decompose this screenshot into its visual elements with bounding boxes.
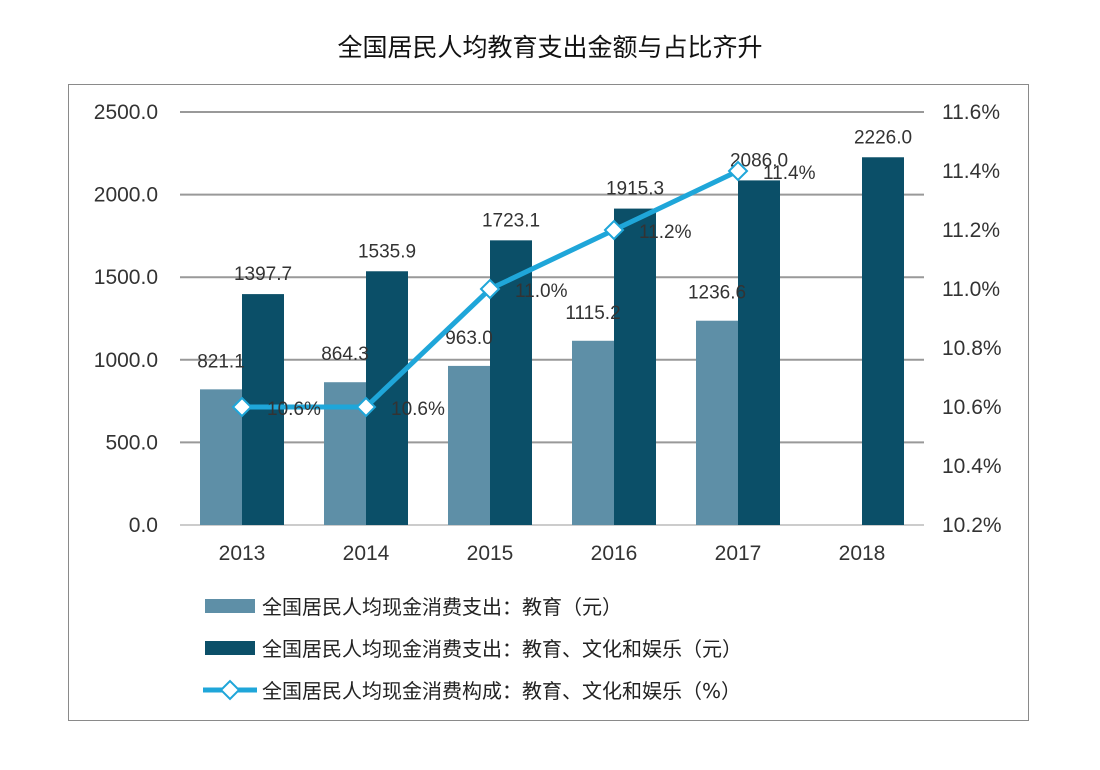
- legend-label: 全国居民人均现金消费构成：教育、文化和娱乐（%）: [262, 679, 741, 703]
- data-label: 963.0: [445, 328, 493, 349]
- data-label: 2226.0: [854, 127, 912, 148]
- chart-title: 全国居民人均教育支出金额与占比齐升: [337, 33, 763, 62]
- x-tick: 2015: [467, 542, 514, 565]
- data-label: 2086.0: [730, 150, 788, 171]
- y-right-tick: 11.0%: [942, 278, 1000, 301]
- bar-2: [614, 208, 656, 525]
- x-tick: 2017: [715, 542, 762, 565]
- bar-1: [200, 389, 242, 525]
- x-tick: 2016: [591, 542, 638, 565]
- x-tick: 2013: [219, 542, 266, 565]
- y-left-tick: 2000.0: [94, 184, 158, 207]
- data-label: 11.4%: [763, 163, 816, 184]
- y-right-tick: 11.2%: [942, 219, 1000, 242]
- y-right-tick: 10.6%: [942, 396, 1002, 419]
- line-marker: [355, 396, 377, 418]
- data-label: 821.1: [197, 351, 245, 372]
- legend-label: 全国居民人均现金消费支出：教育、文化和娱乐（元）: [262, 637, 742, 661]
- y-left-tick: 0.0: [129, 514, 158, 537]
- legend-swatch: [205, 641, 255, 655]
- data-label: 1915.3: [606, 179, 664, 200]
- line-marker: [231, 396, 253, 418]
- y-left-tick: 2500.0: [94, 101, 158, 124]
- bar-1: [572, 340, 614, 525]
- data-label: 1535.9: [358, 241, 416, 262]
- y-right-tick: 11.6%: [942, 101, 1000, 124]
- legend-label: 全国居民人均现金消费支出：教育（元）: [262, 595, 622, 619]
- y-left-tick: 1000.0: [94, 349, 158, 372]
- data-label: 11.2%: [639, 222, 692, 243]
- data-label: 1397.7: [234, 264, 292, 285]
- data-label: 1236.6: [688, 283, 746, 304]
- data-label: 11.0%: [515, 281, 568, 302]
- data-label: 10.6%: [391, 399, 445, 420]
- data-label: 864.3: [321, 344, 369, 365]
- y-right-tick: 11.4%: [942, 160, 1000, 183]
- data-label: 1723.1: [482, 210, 540, 231]
- line-marker: [603, 219, 625, 241]
- legend-marker-icon: [219, 679, 241, 701]
- bar-1: [448, 365, 490, 525]
- y-right-tick: 10.4%: [942, 455, 1002, 478]
- data-label: 10.6%: [267, 399, 321, 420]
- y-left-tick: 500.0: [105, 431, 158, 454]
- bar-1: [696, 320, 738, 525]
- legend-swatch: [205, 599, 255, 613]
- chart-frame: [68, 84, 1029, 721]
- bar-2: [862, 157, 904, 525]
- y-right-tick: 10.8%: [942, 337, 1002, 360]
- x-tick: 2014: [343, 542, 390, 565]
- y-left-tick: 1500.0: [94, 266, 158, 289]
- y-right-tick: 10.2%: [942, 514, 1002, 537]
- line-marker: [727, 160, 749, 182]
- bar-2: [738, 180, 780, 525]
- x-tick: 2018: [839, 542, 886, 565]
- data-label: 1115.2: [565, 303, 620, 324]
- line-marker: [479, 278, 501, 300]
